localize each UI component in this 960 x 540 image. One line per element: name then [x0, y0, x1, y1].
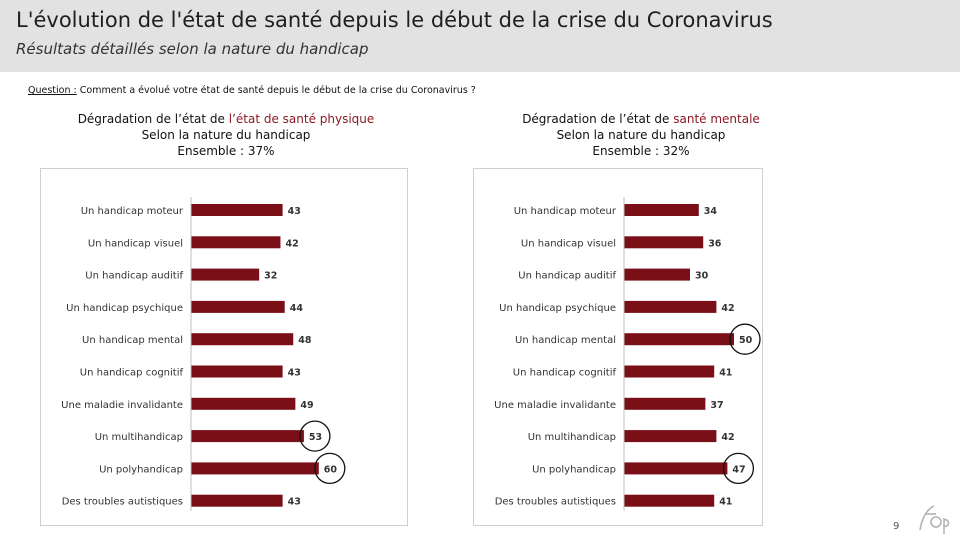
- category-label: Un handicap psychique: [66, 303, 183, 314]
- bar: [191, 494, 283, 507]
- page-title: L'évolution de l'état de santé depuis le…: [16, 8, 773, 32]
- category-label: Un handicap cognitif: [80, 368, 184, 379]
- chart-physique-subtitle: Selon la nature du handicap: [141, 128, 311, 142]
- bar: [624, 236, 704, 249]
- bar: [624, 268, 690, 281]
- bar: [624, 365, 715, 378]
- page-subtitle: Résultats détaillés selon la nature du h…: [16, 40, 369, 58]
- category-label: Un multihandicap: [528, 432, 616, 443]
- category-label: Un multihandicap: [95, 432, 183, 443]
- bar: [624, 494, 715, 507]
- data-label: 43: [288, 206, 301, 217]
- bar: [624, 397, 706, 410]
- data-label: 49: [300, 400, 313, 411]
- category-label: Un handicap mental: [515, 335, 616, 346]
- highlight-circle: [722, 452, 755, 485]
- chart-mentale-title-highlight: santé mentale: [673, 112, 760, 126]
- data-label: 32: [264, 271, 277, 282]
- chart-physique-overall: Ensemble : 37%: [177, 144, 275, 158]
- chart-mentale-heading: Dégradation de l’état de santé mentale S…: [461, 111, 821, 159]
- data-label: 60: [324, 464, 338, 475]
- category-label: Un handicap auditif: [85, 271, 183, 282]
- chart-mentale-plot: Un handicap moteur 34 Un handicap visuel 36…: [494, 197, 761, 511]
- bar: [191, 430, 304, 443]
- bar: [624, 204, 699, 216]
- category-label: Un handicap mental: [82, 335, 183, 346]
- category-label: Un polyhandicap: [532, 464, 616, 475]
- bar: [191, 236, 281, 249]
- category-label: Une maladie invalidante: [61, 400, 183, 411]
- bar: [191, 397, 296, 410]
- bar: [191, 204, 283, 216]
- page-number: 9: [893, 521, 900, 532]
- chart-mentale-frame: Un handicap moteur 34 Un handicap visuel 36…: [473, 168, 763, 526]
- category-label: Un handicap moteur: [514, 206, 617, 217]
- data-label: 34: [704, 206, 718, 217]
- bar: [624, 333, 734, 346]
- bar: [191, 333, 294, 346]
- question-label: Question :: [28, 85, 77, 96]
- data-label: 42: [721, 303, 734, 314]
- chart-physique-heading: Dégradation de l’état de l’état de santé…: [46, 111, 406, 159]
- highlight-circle: [299, 420, 331, 452]
- highlight-circle: [729, 323, 761, 355]
- data-label: 47: [732, 464, 745, 475]
- category-label: Des troubles autistiques: [495, 497, 616, 508]
- data-label: 42: [285, 238, 298, 249]
- data-label: 41: [719, 497, 732, 508]
- data-label: 41: [719, 368, 732, 379]
- chart-physique-title-highlight: l’état de santé physique: [228, 112, 375, 126]
- category-label: Un handicap visuel: [88, 238, 183, 249]
- category-label: Des troubles autistiques: [62, 497, 183, 508]
- ifop-logo: [912, 500, 952, 540]
- data-label: 43: [288, 497, 301, 508]
- chart-mentale-overall: Ensemble : 32%: [592, 144, 690, 158]
- category-label: Un handicap auditif: [518, 271, 616, 282]
- bar: [624, 462, 728, 475]
- chart-physique-frame: Un handicap moteur 43 Un handicap visuel 42…: [40, 168, 408, 526]
- data-label: 44: [290, 303, 304, 314]
- bar: [191, 365, 283, 378]
- category-label: Un handicap cognitif: [513, 368, 617, 379]
- category-label: Un handicap moteur: [81, 206, 184, 217]
- question-text: Comment a évolué votre état de santé dep…: [79, 85, 476, 96]
- bar: [624, 430, 717, 443]
- bar: [624, 300, 717, 313]
- category-label: Un handicap visuel: [521, 238, 616, 249]
- category-label: Une maladie invalidante: [494, 400, 616, 411]
- data-label: 37: [710, 400, 723, 411]
- data-label: 30: [695, 271, 709, 282]
- bar: [191, 462, 319, 475]
- data-label: 48: [298, 335, 312, 346]
- data-label: 50: [739, 335, 753, 346]
- data-label: 43: [288, 368, 301, 379]
- chart-physique-plot: Un handicap moteur 43 Un handicap visuel 42…: [61, 197, 346, 511]
- category-label: Un polyhandicap: [99, 464, 183, 475]
- question-line: Question : Comment a évolué votre état d…: [28, 85, 476, 96]
- data-label: 53: [309, 432, 322, 443]
- chart-mentale-subtitle: Selon la nature du handicap: [556, 128, 726, 142]
- header-band: L'évolution de l'état de santé depuis le…: [0, 0, 960, 72]
- chart-mentale-title-prefix: Dégradation de l’état de: [522, 112, 674, 126]
- data-label: 42: [721, 432, 734, 443]
- data-label: 36: [708, 238, 722, 249]
- chart-physique-title-prefix: Dégradation de l’état de: [77, 112, 229, 126]
- bar: [191, 300, 285, 313]
- highlight-circle: [314, 452, 346, 485]
- bar: [191, 268, 260, 281]
- category-label: Un handicap psychique: [499, 303, 616, 314]
